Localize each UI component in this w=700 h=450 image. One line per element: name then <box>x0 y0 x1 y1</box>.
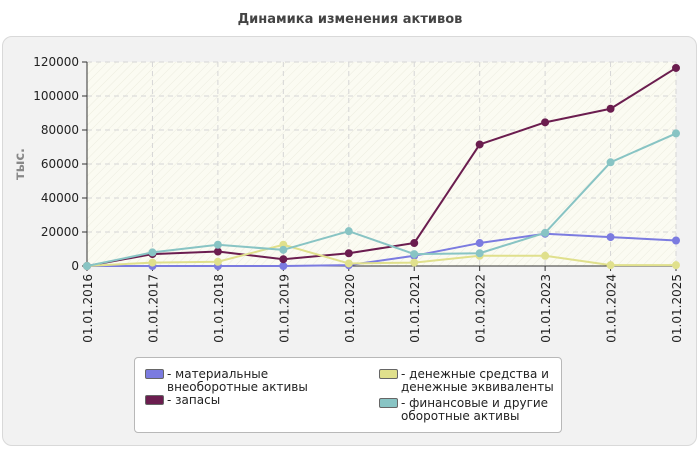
x-tick-label: 01.01.2019 <box>277 274 291 343</box>
legend-swatch <box>379 398 398 408</box>
series-3-point[interactable] <box>148 248 157 257</box>
series-2-point[interactable] <box>148 258 157 267</box>
legend-swatch <box>379 369 398 379</box>
legend-label: запасы <box>175 393 221 407</box>
series-1-point[interactable] <box>344 249 353 258</box>
series-line-3 <box>86 132 677 267</box>
series-2-point[interactable] <box>672 261 680 270</box>
x-tick-label: 01.01.2025 <box>670 274 684 343</box>
chart-title: Динамика изменения активов <box>237 12 463 27</box>
x-tick-label: 01.01.2018 <box>212 274 226 343</box>
series-2-point[interactable] <box>410 258 419 267</box>
y-tick-label: 120000 <box>33 55 79 69</box>
series-3-point[interactable] <box>672 129 680 138</box>
x-tick-label: 01.01.2023 <box>539 274 553 343</box>
legend-swatch <box>145 369 164 379</box>
x-tick-label: 01.01.2022 <box>474 274 488 343</box>
legend-label: финансовые и другие оборотные активы <box>401 396 549 423</box>
series-3-point[interactable] <box>83 262 91 270</box>
x-tick-label: 01.01.2024 <box>605 274 619 343</box>
series-2-point[interactable] <box>213 257 222 266</box>
x-tick-label: 01.01.2021 <box>408 274 422 343</box>
series-3-point[interactable] <box>279 245 288 254</box>
legend-swatch <box>145 395 164 405</box>
series-3-point[interactable] <box>475 249 484 258</box>
y-tick-label: 100000 <box>33 89 79 103</box>
y-tick-label: 80000 <box>41 123 79 137</box>
series-3-point[interactable] <box>344 227 353 236</box>
series-2-point[interactable] <box>344 259 353 268</box>
x-tick-label: 01.01.2016 <box>81 274 95 343</box>
y-tick-label: 40000 <box>41 191 79 205</box>
series-2-point[interactable] <box>606 261 615 270</box>
series-1-point[interactable] <box>279 255 288 264</box>
series-3-point[interactable] <box>410 250 419 259</box>
series-1-point[interactable] <box>475 140 484 149</box>
legend-label: денежные средства и денежные эквиваленты <box>401 367 554 394</box>
series-3-point[interactable] <box>606 158 615 167</box>
series-1-point[interactable] <box>672 63 680 72</box>
series-2-point[interactable] <box>541 251 550 260</box>
series-1-point[interactable] <box>410 239 419 248</box>
legend: - материальные внеоборотные активы - зап… <box>134 357 562 433</box>
x-tick-label: 01.01.2020 <box>343 274 357 343</box>
series-1-point[interactable] <box>213 247 222 256</box>
y-tick-label: 60000 <box>41 157 79 171</box>
series-3-point[interactable] <box>213 240 222 249</box>
series-3-point[interactable] <box>541 228 550 237</box>
series-0-point[interactable] <box>672 236 680 245</box>
x-tick-label: 01.01.2017 <box>146 274 160 343</box>
axes: 12000010000080000600004000020000001.01.2… <box>33 55 684 343</box>
series-line-0 <box>87 232 677 267</box>
series-0-point[interactable] <box>606 233 615 242</box>
series-0-point[interactable] <box>279 262 288 270</box>
series-line-1 <box>86 67 677 267</box>
y-tick-label: 0 <box>71 259 79 273</box>
series-lines <box>83 63 680 270</box>
series-1-point[interactable] <box>606 104 615 113</box>
series-1-point[interactable] <box>541 118 550 127</box>
series-line-2 <box>86 243 676 267</box>
y-axis-label: тыс. <box>13 148 28 180</box>
y-tick-label: 20000 <box>41 225 79 239</box>
legend-label: материальные внеоборотные активы <box>167 367 308 394</box>
series-0-point[interactable] <box>475 239 484 248</box>
